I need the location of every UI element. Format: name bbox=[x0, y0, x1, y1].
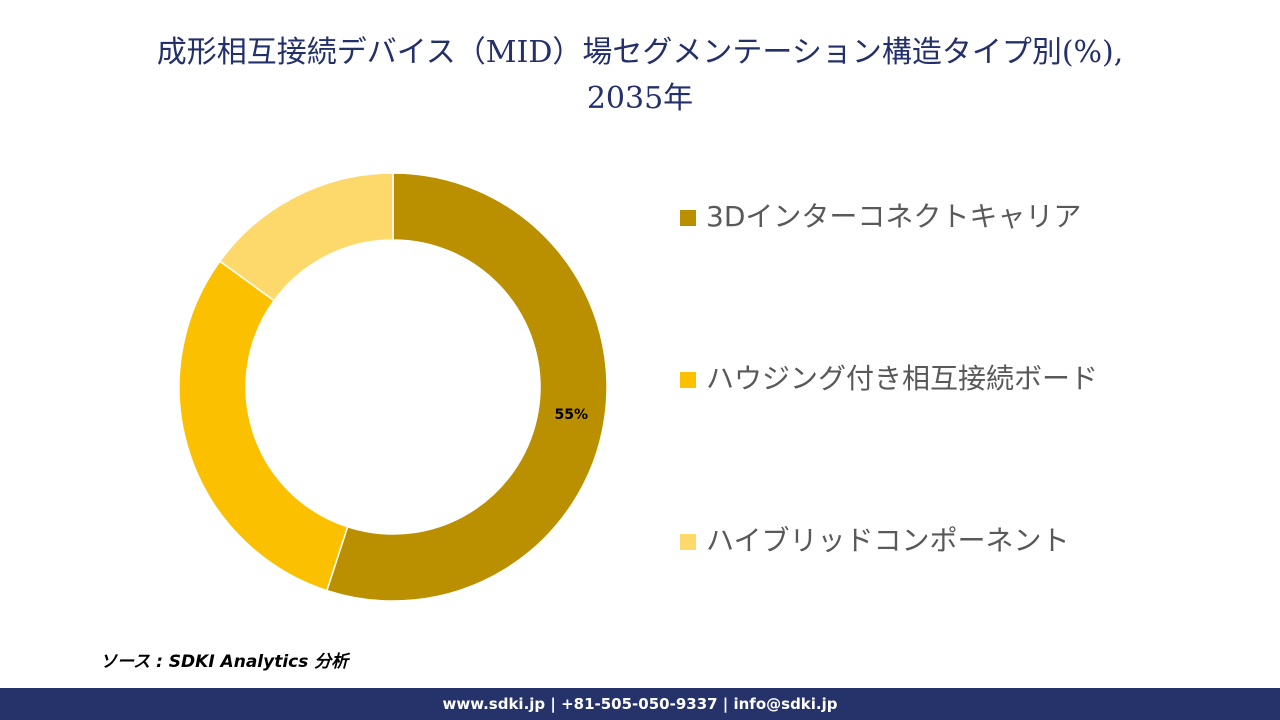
legend-swatch bbox=[680, 372, 696, 388]
donut-segment bbox=[178, 260, 349, 592]
source: ソース : SDKI Analytics 分析 bbox=[100, 652, 349, 672]
footer: www.sdki.jp | +81-505-050-9337 | info@sd… bbox=[0, 688, 1280, 720]
data-label: 55% bbox=[555, 407, 589, 423]
chart-title: 成形相互接続デバイス（MID）場セグメンテーション構造タイプ別(%), 2035… bbox=[156, 35, 1124, 116]
donut-segment bbox=[218, 172, 394, 302]
legend-label: ハウジング付き相互接続ボード bbox=[706, 362, 1098, 395]
legend-label: ハイブリッドコンポーネント bbox=[706, 524, 1069, 557]
legend-label: 3Dインターコネクトキャリア bbox=[706, 200, 1081, 233]
legend-swatch bbox=[680, 210, 696, 226]
legend-swatch bbox=[680, 534, 696, 550]
donut-segment bbox=[325, 172, 608, 602]
